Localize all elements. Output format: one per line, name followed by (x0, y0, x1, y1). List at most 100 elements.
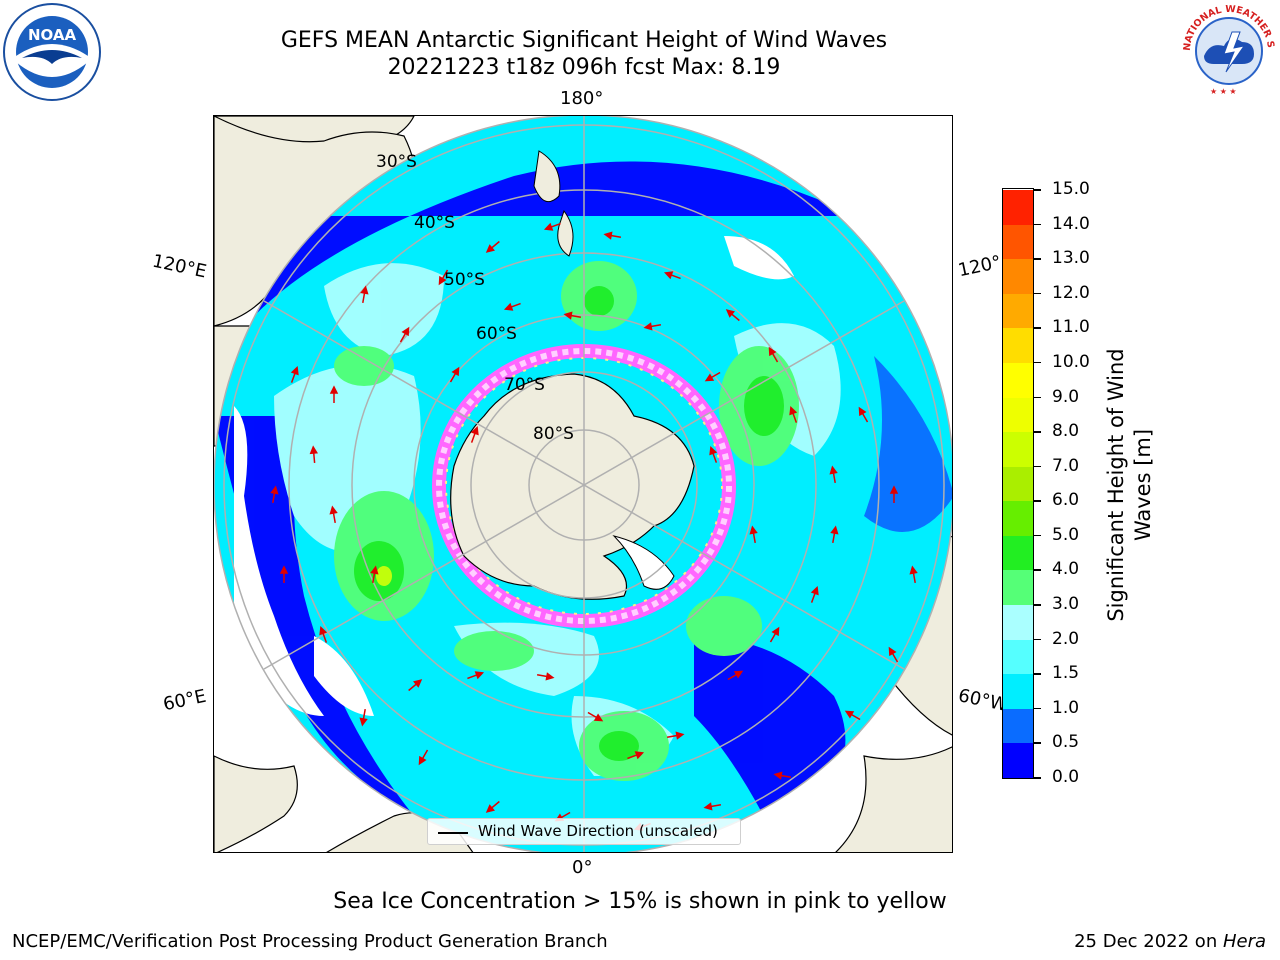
colorbar-tick-label: 8.0 (1052, 421, 1080, 442)
wave-direction-arrow (270, 485, 279, 504)
wave-direction-arrow (773, 771, 792, 780)
wave-direction-arrow (909, 565, 918, 584)
wave-direction-arrow (536, 672, 555, 681)
noaa-logo: NOAA (3, 3, 101, 101)
wave-direction-arrow (789, 405, 798, 423)
lon-label-180: 180° (560, 88, 604, 109)
colorbar-tick-label: 0.0 (1052, 767, 1080, 787)
colorbar-segment (1003, 639, 1033, 675)
wave-direction-arrow (329, 385, 339, 403)
colorbar-segment (1003, 569, 1033, 606)
wave-direction-arrow (485, 240, 500, 253)
colorbar-tick-label: 7.0 (1052, 455, 1080, 476)
footer-branch: NCEP/EMC/Verification Post Processing Pr… (12, 931, 608, 952)
colorbar-segment (1003, 708, 1033, 744)
wave-direction-arrow (470, 425, 479, 443)
lat-label-70s: 70°S (504, 375, 545, 395)
wave-direction-arrow (438, 269, 449, 286)
wave-direction-arrow (704, 371, 721, 382)
colorbar-segment (1003, 189, 1033, 225)
wave-direction-arrow (603, 231, 622, 240)
colorbar-segment (1003, 500, 1033, 536)
wave-direction-arrow (769, 626, 780, 643)
lat-label-30s: 30°S (376, 152, 417, 172)
colorbar-tick-label: 6.0 (1052, 490, 1080, 511)
colorbar-segment (1003, 293, 1033, 329)
wave-direction-arrow (543, 222, 561, 231)
wave-direction-arrow (360, 285, 369, 304)
colorbar-tick (1034, 638, 1041, 641)
colorbar-tick-label: 10.0 (1052, 351, 1090, 372)
wave-direction-arrow (485, 800, 500, 813)
wave-direction-arrow (503, 302, 521, 311)
wind-wave-arrows (270, 222, 918, 831)
colorbar-tick (1034, 258, 1041, 260)
colorbar-tick-label: 1.5 (1052, 663, 1080, 684)
colorbar-segment (1003, 397, 1033, 433)
national-weather-service-logo: NATIONAL WEATHER SERVICE ★ ★ ★ (1180, 2, 1276, 98)
colorbar-segment (1003, 673, 1033, 709)
wave-direction-arrow (703, 802, 722, 811)
wave-direction-arrow (563, 311, 582, 320)
colorbar-segment (1003, 742, 1033, 778)
lon-label-120w: 120° (956, 251, 1004, 282)
lat-label-40s: 40°S (414, 213, 455, 233)
colorbar-tick-label: 14.0 (1052, 213, 1090, 234)
colorbar-tick (1034, 361, 1041, 364)
colorbar-tick (1034, 707, 1041, 710)
colorbar-tick-label: 13.0 (1052, 248, 1090, 269)
colorbar-title: Significant Height of Wind Waves [m] (1103, 348, 1157, 621)
lat-label-80s: 80°S (533, 424, 574, 444)
colorbar-segment (1003, 362, 1033, 398)
wave-direction-arrow (888, 646, 899, 663)
colorbar-tick (1034, 396, 1041, 399)
colorbar-tick (1034, 327, 1041, 329)
wave-direction-arrow (279, 565, 289, 583)
wave-direction-arrow (408, 679, 423, 692)
colorbar (1002, 188, 1034, 779)
wave-direction-arrow (663, 271, 681, 280)
wave-direction-arrow (449, 366, 460, 383)
wave-direction-arrow (727, 670, 744, 681)
wave-direction-arrow (725, 309, 740, 322)
footer-date: 25 Dec 2022 on Hera (1074, 931, 1266, 952)
wave-direction-arrow (418, 749, 429, 766)
colorbar-tick-label: 5.0 (1052, 524, 1080, 545)
colorbar-tick-label: 11.0 (1052, 317, 1090, 338)
wave-direction-arrow (329, 505, 338, 524)
colorbar-tick-label: 15.0 (1052, 179, 1090, 199)
wave-direction-arrow (643, 322, 662, 331)
wave-direction-arrow (290, 365, 299, 383)
wave-direction-arrow (309, 445, 319, 464)
lat-label-60s: 60°S (476, 324, 517, 344)
colorbar-segment (1003, 224, 1033, 260)
wave-direction-arrow (666, 731, 685, 740)
lon-label-60e: 60°E (161, 685, 208, 716)
colorbar-tick (1034, 604, 1041, 606)
wave-direction-arrow (768, 346, 779, 363)
antarctica-land (450, 373, 695, 600)
colorbar-segment (1003, 604, 1033, 640)
colorbar-tick (1034, 777, 1041, 779)
graticule (223, 116, 945, 852)
svg-text:★ ★ ★: ★ ★ ★ (1210, 87, 1237, 96)
colorbar-tick (1034, 742, 1041, 744)
colorbar-tick (1034, 500, 1041, 502)
colorbar-tick-label: 3.0 (1052, 594, 1080, 615)
footer-host: Hera (1222, 931, 1266, 952)
colorbar-title-line1: Significant Height of Wind (1104, 348, 1128, 622)
wave-direction-arrow (627, 751, 645, 760)
colorbar-tick-label: 9.0 (1052, 386, 1080, 407)
chart-title: GEFS MEAN Antarctic Significant Height o… (280, 28, 888, 53)
wave-direction-arrow (587, 711, 604, 722)
legend-line-sample (438, 832, 468, 834)
colorbar-tick-label: 1.0 (1052, 697, 1080, 718)
colorbar-tick (1034, 534, 1041, 537)
wave-direction-arrow (810, 585, 819, 603)
colorbar-tick (1034, 465, 1041, 468)
colorbar-tick (1034, 673, 1041, 675)
colorbar-tick (1034, 189, 1041, 191)
wave-direction-arrow (858, 406, 869, 423)
wave-direction-arrow (749, 525, 758, 544)
wave-direction-arrow (830, 525, 839, 544)
